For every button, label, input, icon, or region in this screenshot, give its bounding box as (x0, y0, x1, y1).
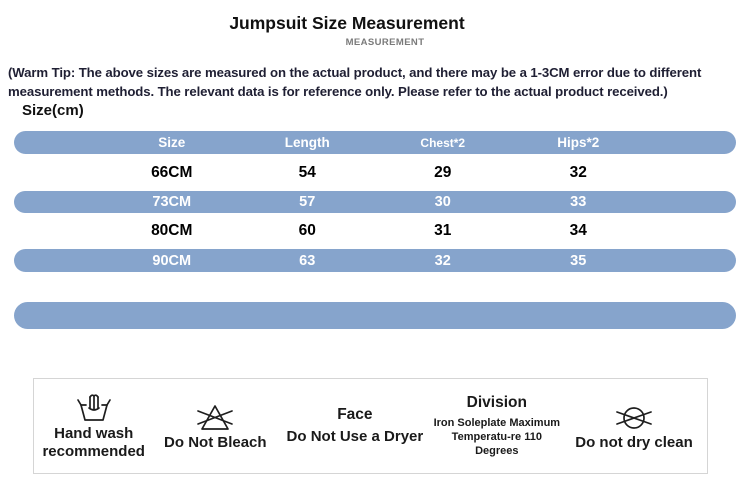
do-not-dry-clean-icon (614, 400, 654, 432)
length-value: 60 (298, 222, 316, 239)
chest-value: 29 (434, 163, 452, 181)
column-header-size: Size (158, 135, 186, 150)
care-item-heading: Face (337, 406, 373, 423)
care-item-label: Do Not Bleach (164, 434, 267, 451)
hips-value: 34 (569, 222, 587, 239)
page-title: Jumpsuit Size Measurement (229, 13, 465, 33)
length-value: 63 (299, 252, 316, 269)
size-value: 80CM (151, 222, 193, 239)
care-item-do-not-bleach: Do Not Bleach (151, 400, 279, 452)
table-row: 66CM 54 29 32 (14, 154, 736, 191)
size-value: 73CM (152, 194, 192, 210)
decorative-blue-bar (14, 302, 736, 329)
column-header-chest: Chest*2 (420, 135, 466, 150)
care-item-hand-wash: Hand wash recommended (36, 391, 151, 461)
hand-wash-icon (76, 391, 112, 423)
table-row: 80CM 60 31 34 (14, 213, 736, 249)
size-unit-label: Size(cm) (22, 102, 84, 119)
care-item-label: Iron Soleplate Maximum Temperatu-re 110 … (433, 417, 561, 457)
care-item-dry-clean: Do not dry clean (563, 400, 705, 452)
page-subtitle: MEASUREMENT (345, 37, 425, 48)
care-instructions-box: Hand wash recommended Do Not Bleach Face… (33, 378, 708, 474)
column-header-length: Length (284, 135, 330, 150)
chest-value: 32 (434, 252, 451, 269)
care-item-dryer: Face Do Not Use a Dryer (279, 406, 430, 446)
column-header-hips: Hips*2 (557, 135, 600, 150)
size-table-header-row: Size Length Chest*2 Hips*2 (14, 131, 736, 154)
table-row: 73CM 57 30 33 (14, 191, 736, 213)
size-value: 90CM (152, 252, 192, 269)
chest-value: 31 (434, 222, 452, 239)
care-item-label: Do not dry clean (575, 434, 693, 451)
care-item-heading: Division (466, 394, 527, 411)
hips-value: 35 (570, 252, 587, 269)
care-item-label: Hand wash recommended (42, 425, 145, 460)
warm-tip-note: (Warm Tip: The above sizes are measured … (8, 65, 702, 99)
do-not-bleach-icon (196, 400, 234, 432)
size-value: 66CM (151, 163, 193, 181)
length-value: 57 (299, 194, 316, 210)
length-value: 54 (298, 163, 316, 181)
chest-value: 30 (434, 194, 451, 210)
care-item-label: Do Not Use a Dryer (286, 428, 424, 445)
size-table: Size Length Chest*2 Hips*2 66CM 54 29 32… (14, 131, 736, 329)
care-item-iron: Division Iron Soleplate Maximum Temperat… (431, 394, 563, 458)
hips-value: 33 (570, 194, 587, 210)
hips-value: 32 (569, 163, 587, 181)
table-row: 90CM 63 32 35 (14, 249, 736, 272)
